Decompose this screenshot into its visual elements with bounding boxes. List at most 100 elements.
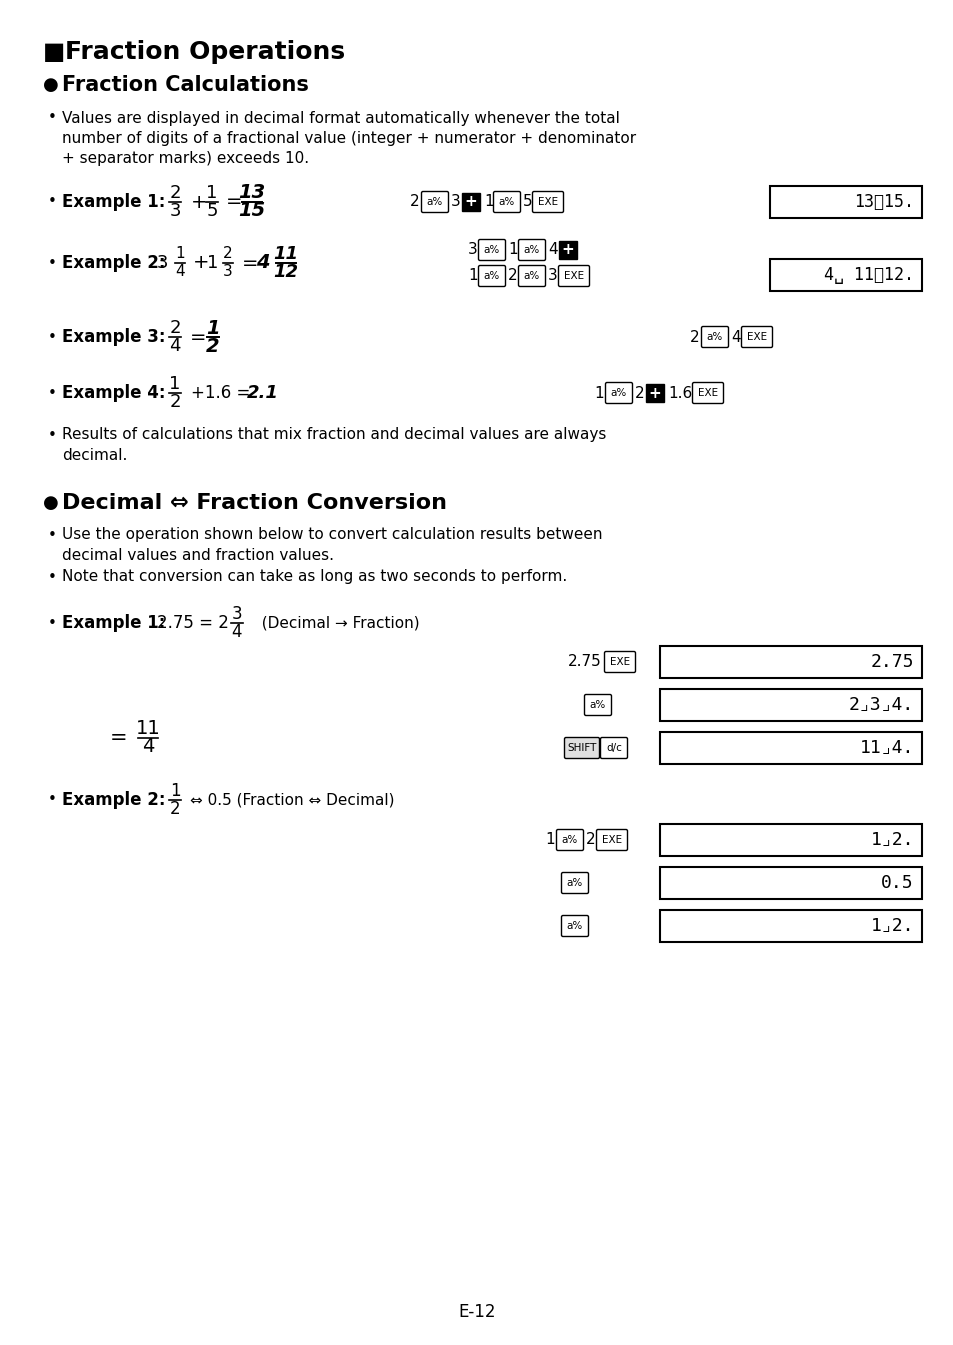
Text: •: • bbox=[48, 195, 57, 210]
Bar bbox=[769, 186, 921, 218]
Text: 15: 15 bbox=[238, 202, 265, 221]
FancyBboxPatch shape bbox=[558, 265, 589, 286]
Text: 2: 2 bbox=[410, 195, 419, 210]
Text: =: = bbox=[226, 192, 242, 211]
Text: Decimal ⇔ Fraction Conversion: Decimal ⇔ Fraction Conversion bbox=[62, 494, 447, 512]
FancyBboxPatch shape bbox=[518, 265, 545, 286]
Text: +: + bbox=[193, 253, 210, 273]
Text: 2.1: 2.1 bbox=[247, 385, 278, 402]
Text: 3: 3 bbox=[547, 269, 558, 284]
Text: 2: 2 bbox=[169, 393, 180, 412]
Text: 1: 1 bbox=[544, 833, 554, 847]
Text: 3: 3 bbox=[468, 242, 477, 257]
Bar bbox=[659, 689, 921, 721]
Text: +: + bbox=[464, 195, 476, 210]
Text: EXE: EXE bbox=[746, 332, 766, 342]
Text: Example 3:: Example 3: bbox=[62, 328, 165, 346]
Text: Use the operation shown below to convert calculation results between: Use the operation shown below to convert… bbox=[62, 527, 602, 542]
FancyBboxPatch shape bbox=[561, 916, 588, 936]
Text: number of digits of a fractional value (integer + numerator + denominator: number of digits of a fractional value (… bbox=[62, 130, 636, 145]
Text: ■: ■ bbox=[43, 40, 66, 65]
Text: •: • bbox=[48, 428, 57, 443]
Text: Fraction Calculations: Fraction Calculations bbox=[62, 75, 309, 95]
FancyBboxPatch shape bbox=[561, 873, 588, 893]
Text: a%: a% bbox=[426, 196, 442, 207]
Text: 3: 3 bbox=[223, 265, 233, 280]
Text: decimal.: decimal. bbox=[62, 448, 128, 463]
FancyBboxPatch shape bbox=[604, 651, 635, 672]
Bar bbox=[659, 646, 921, 678]
Text: 13⌖15.: 13⌖15. bbox=[853, 192, 913, 211]
Text: +: + bbox=[648, 386, 660, 401]
Text: 1: 1 bbox=[594, 386, 603, 401]
FancyBboxPatch shape bbox=[740, 327, 772, 347]
Bar bbox=[659, 732, 921, 764]
Text: (Decimal → Fraction): (Decimal → Fraction) bbox=[252, 616, 419, 631]
Text: 2.75: 2.75 bbox=[869, 654, 913, 671]
Text: •: • bbox=[48, 527, 57, 542]
Text: a%: a% bbox=[483, 245, 499, 256]
Text: EXE: EXE bbox=[698, 387, 718, 398]
Text: Example 4:: Example 4: bbox=[62, 385, 165, 402]
FancyBboxPatch shape bbox=[478, 265, 505, 286]
Text: 11⌟4.: 11⌟4. bbox=[859, 738, 913, 757]
Text: Fraction Operations: Fraction Operations bbox=[65, 40, 345, 65]
Text: 2: 2 bbox=[223, 246, 233, 261]
Text: a%: a% bbox=[589, 699, 605, 710]
Text: a%: a% bbox=[566, 921, 582, 931]
FancyBboxPatch shape bbox=[692, 382, 722, 404]
Text: +: + bbox=[191, 192, 208, 211]
Text: 2: 2 bbox=[170, 800, 180, 818]
Text: EXE: EXE bbox=[609, 656, 629, 667]
Text: 12: 12 bbox=[274, 264, 298, 281]
Text: EXE: EXE bbox=[601, 835, 621, 845]
Text: a%: a% bbox=[706, 332, 722, 342]
Text: 2⌟3⌟4.: 2⌟3⌟4. bbox=[848, 695, 913, 714]
Text: a%: a% bbox=[523, 270, 539, 281]
Text: a%: a% bbox=[610, 387, 626, 398]
Bar bbox=[461, 192, 479, 211]
Text: 0.5: 0.5 bbox=[881, 874, 913, 892]
Text: 2: 2 bbox=[169, 319, 180, 338]
Text: 1⌟2.: 1⌟2. bbox=[869, 917, 913, 935]
Text: 1: 1 bbox=[170, 781, 180, 800]
Text: •: • bbox=[48, 616, 57, 631]
FancyBboxPatch shape bbox=[478, 239, 505, 261]
Text: 4: 4 bbox=[255, 253, 270, 273]
Bar bbox=[659, 824, 921, 855]
Text: 1: 1 bbox=[483, 195, 493, 210]
FancyBboxPatch shape bbox=[556, 830, 583, 850]
FancyBboxPatch shape bbox=[599, 737, 627, 759]
Text: 4: 4 bbox=[730, 330, 740, 344]
FancyBboxPatch shape bbox=[421, 191, 448, 213]
Text: 2: 2 bbox=[507, 269, 517, 284]
FancyBboxPatch shape bbox=[493, 191, 520, 213]
Text: Values are displayed in decimal format automatically whenever the total: Values are displayed in decimal format a… bbox=[62, 110, 619, 125]
Text: 1: 1 bbox=[206, 184, 217, 202]
Text: 4: 4 bbox=[175, 265, 185, 280]
Text: 1⌟2.: 1⌟2. bbox=[869, 831, 913, 849]
FancyBboxPatch shape bbox=[532, 191, 563, 213]
Text: 3: 3 bbox=[169, 202, 180, 221]
Text: •: • bbox=[48, 256, 57, 270]
Text: 1: 1 bbox=[468, 269, 477, 284]
FancyBboxPatch shape bbox=[605, 382, 632, 404]
Text: a%: a% bbox=[498, 196, 515, 207]
Text: a%: a% bbox=[566, 878, 582, 888]
Text: ●: ● bbox=[43, 77, 59, 94]
Bar bbox=[645, 385, 663, 402]
Text: 3: 3 bbox=[232, 605, 242, 623]
Text: 4␣ 11⌖12.: 4␣ 11⌖12. bbox=[823, 266, 913, 284]
Text: E-12: E-12 bbox=[457, 1303, 496, 1321]
Text: 2: 2 bbox=[585, 833, 595, 847]
Text: •: • bbox=[48, 330, 57, 344]
Text: 3: 3 bbox=[451, 195, 460, 210]
Text: a%: a% bbox=[561, 835, 578, 845]
Text: decimal values and fraction values.: decimal values and fraction values. bbox=[62, 547, 334, 562]
Text: d/c: d/c bbox=[605, 742, 621, 753]
Text: 1: 1 bbox=[206, 319, 219, 338]
FancyBboxPatch shape bbox=[584, 694, 611, 716]
FancyBboxPatch shape bbox=[700, 327, 728, 347]
Text: 4: 4 bbox=[547, 242, 558, 257]
Text: 2: 2 bbox=[689, 330, 699, 344]
